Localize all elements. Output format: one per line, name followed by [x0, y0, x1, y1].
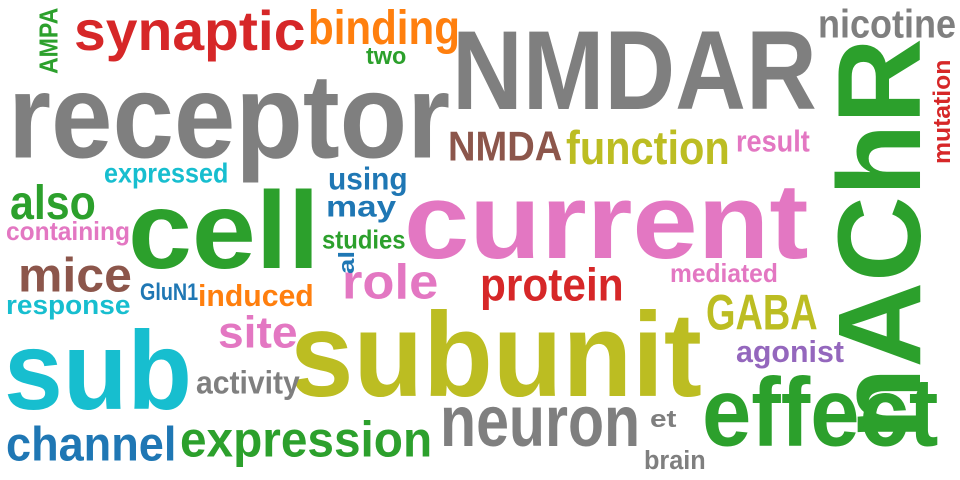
word-ampa: AMPA	[33, 7, 64, 74]
word-gaba: GABA	[706, 286, 818, 342]
word-agonist: agonist	[736, 336, 844, 369]
word-subunit: subunit	[290, 288, 702, 423]
word-glun1: GluN1	[140, 279, 199, 306]
word-two: two	[366, 41, 407, 70]
word-effect: effect	[702, 357, 939, 467]
word-channel: channel	[6, 416, 177, 472]
word-studies: studies	[322, 225, 406, 256]
word-expression: expression	[180, 412, 433, 469]
word-containing: containing	[6, 217, 130, 246]
word-current: current	[404, 161, 809, 281]
word-result: result	[736, 123, 810, 159]
word-also: also	[10, 176, 96, 231]
word-protein: protein	[480, 258, 624, 311]
word-sub: sub	[4, 308, 193, 434]
word-nmda: NMDA	[448, 123, 563, 171]
word-activity: activity	[196, 365, 300, 402]
word-using: using	[328, 161, 408, 198]
word-al: al	[334, 250, 359, 274]
word-cell: cell	[128, 169, 320, 292]
word-function: function	[566, 120, 730, 175]
word-neuron: neuron	[440, 381, 641, 462]
word-induced: induced	[198, 280, 314, 313]
word-mutation: mutation	[930, 59, 956, 164]
word-site: site	[218, 307, 298, 357]
word-mice: mice	[18, 248, 132, 302]
word-mediated: mediated	[670, 259, 778, 288]
word-brain: brain	[644, 445, 706, 476]
word-synaptic: synaptic	[74, 0, 306, 63]
word-role: role	[342, 254, 439, 310]
word-binding: binding	[308, 0, 460, 55]
word-may: may	[326, 189, 397, 223]
word-et: et	[650, 406, 677, 433]
word-response: response	[6, 290, 131, 320]
word-expressed: expressed	[104, 157, 229, 190]
word-nmdar: NMDAR	[452, 7, 817, 133]
word-nicotine: nicotine	[818, 0, 957, 47]
word-receptor: receptor	[8, 50, 451, 184]
